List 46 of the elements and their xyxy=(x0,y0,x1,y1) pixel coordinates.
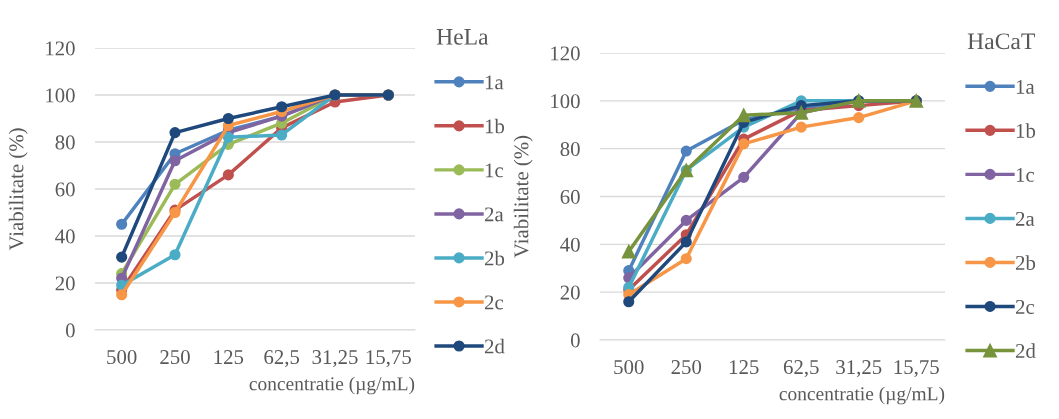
y-tick-label: 0 xyxy=(65,323,75,338)
legend-title: HeLa xyxy=(436,29,489,45)
x-tick-label: 500 xyxy=(614,360,644,375)
legend-label: 2a xyxy=(1015,211,1035,226)
x-tick-label: 31,25 xyxy=(836,360,882,378)
y-tick-label: 20 xyxy=(55,276,75,291)
y-tick-label: 120 xyxy=(551,46,580,61)
legend-label: 2b xyxy=(1015,255,1036,270)
y-tick-label: 0 xyxy=(570,333,580,348)
legend-label: 2c xyxy=(1015,299,1035,314)
x-tick-label: 62,5 xyxy=(783,360,819,378)
x-axis-title: concentratie (µg/mL) xyxy=(779,386,945,405)
legend-label: 2b xyxy=(484,250,505,266)
y-tick-label: 100 xyxy=(551,94,580,109)
x-tick-label: 15,75 xyxy=(366,350,411,368)
legend-label: 2d xyxy=(1015,343,1036,358)
legend-label: 2c xyxy=(484,295,504,310)
legend-label: 1a xyxy=(485,75,504,90)
y-tick-label: 40 xyxy=(560,237,580,252)
x-tick-label: 125 xyxy=(729,360,759,375)
legend-label: 2d xyxy=(484,338,505,354)
y-tick-label: 100 xyxy=(46,88,75,103)
legend-label: 1c xyxy=(485,163,504,178)
x-tick-label: 15,75 xyxy=(894,360,939,378)
y-tick-label: 60 xyxy=(55,182,75,197)
legend-label: 1a xyxy=(1016,79,1035,94)
y-axis-title: Viabilitate (%) xyxy=(8,128,28,251)
x-tick-label: 500 xyxy=(107,350,137,365)
x-tick-label: 62,5 xyxy=(264,350,300,368)
y-tick-label: 60 xyxy=(560,189,580,204)
x-tick-label: 31,25 xyxy=(312,350,358,368)
y-tick-label: 80 xyxy=(55,135,75,150)
y-tick-label: 120 xyxy=(46,41,75,56)
x-tick-label: 250 xyxy=(160,350,190,365)
y-tick-label: 80 xyxy=(560,142,580,157)
y-tick-label: 20 xyxy=(560,285,580,300)
x-tick-label: 125 xyxy=(214,350,244,365)
y-axis-title: Viabilitate (%) xyxy=(513,135,533,258)
x-axis-title: concentratie (µg/mL) xyxy=(249,376,415,395)
legend-title: HaCaT xyxy=(967,33,1035,50)
x-tick-label: 250 xyxy=(671,360,702,375)
legend-label: 1c xyxy=(1016,167,1035,182)
y-tick-label: 40 xyxy=(55,229,75,244)
legend-label: 1b xyxy=(1016,123,1036,138)
legend-label: 1b xyxy=(485,118,505,134)
legend-label: 2a xyxy=(484,207,504,222)
